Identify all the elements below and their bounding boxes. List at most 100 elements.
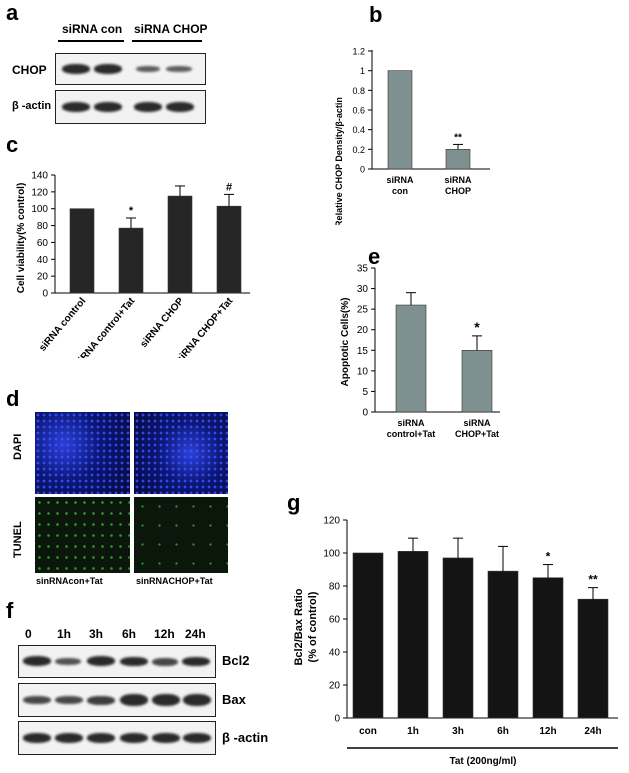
bar: [487, 570, 519, 719]
significance-label: *: [546, 550, 551, 564]
significance-label: *: [474, 319, 480, 335]
bar: [577, 598, 609, 719]
category-label: siRNA CHOP: [138, 296, 186, 350]
y-tick-label: 0.4: [352, 125, 365, 135]
y-tick-label: 40: [329, 648, 341, 659]
image-row-tunel: TUNEL: [12, 521, 24, 558]
category-label: con: [359, 726, 377, 737]
y-tick-label: 0.2: [352, 145, 365, 155]
blot-band: [87, 696, 115, 705]
category-label: 12h: [539, 726, 556, 737]
blot-f-bcl2-box: [18, 645, 216, 678]
y-tick-label: 80: [329, 582, 341, 593]
y-tick-label: 35: [357, 264, 369, 275]
y-tick-label: 40: [37, 255, 49, 266]
blot-a-actin-box: [55, 90, 206, 124]
category-label: 24h: [584, 726, 601, 737]
y-tick-label: 1: [360, 66, 365, 76]
category-label: siRNA: [386, 175, 414, 185]
blot-f-row-bax: Bax: [222, 692, 246, 707]
y-tick-label: 0: [360, 165, 365, 175]
bar: [69, 208, 95, 294]
chart-b-ylabel: Relative CHOP Density/β-actin: [334, 97, 344, 225]
significance-label: #: [226, 181, 232, 193]
y-tick-label: 20: [329, 681, 341, 692]
panel-label-d: d: [6, 386, 20, 411]
bar: [395, 304, 427, 413]
y-tick-label: 0.8: [352, 86, 365, 96]
tunel-image-control: [35, 497, 130, 573]
timepoint-label: 24h: [185, 627, 206, 641]
y-tick-label: 20: [37, 272, 49, 283]
y-tick-label: 60: [329, 615, 341, 626]
category-label: siRNA: [397, 418, 425, 428]
y-tick-label: 25: [357, 305, 369, 316]
chart-g: Bcl2/Bax Ratio (% of control) Tat (200ng…: [293, 516, 618, 767]
significance-label: **: [454, 132, 462, 143]
bar: [532, 577, 564, 719]
blot-band: [87, 656, 115, 666]
bar: [352, 552, 384, 719]
timepoint-label: 0: [25, 627, 32, 641]
y-tick-label: 0: [362, 408, 368, 419]
blot-band: [62, 64, 90, 74]
bar: [216, 205, 242, 294]
panel-label-c: c: [6, 132, 19, 157]
chart-c: Cell viability(% control) 0 20 40 60 80 100 12…: [16, 171, 250, 358]
chart-e: Apoptotic Cells(%) 0 5 10 15 20 25 30 35 * siRN…: [340, 264, 500, 439]
y-tick-label: 5: [362, 387, 368, 398]
blot-band: [182, 657, 210, 666]
bar: [461, 349, 493, 413]
blot-band: [23, 696, 51, 704]
y-tick-label: 20: [357, 325, 369, 336]
bar: [118, 227, 144, 294]
blot-band: [183, 733, 211, 743]
blot-band: [55, 733, 83, 743]
blot-band: [120, 694, 148, 706]
blot-band: [120, 657, 148, 666]
y-tick-label: 120: [323, 516, 340, 527]
category-label: 6h: [497, 726, 509, 737]
chart-c-ylabel: Cell viability(% control): [16, 183, 27, 294]
blot-a-row-chop: CHOP: [12, 63, 47, 77]
dapi-image-chop: [134, 412, 228, 494]
timepoint-label: 3h: [89, 627, 104, 641]
chart-g-xlabel: Tat (200ng/ml): [449, 756, 516, 767]
y-tick-label: 0: [42, 289, 48, 300]
header-underline-right: [132, 40, 202, 42]
blot-f-row-bcl2: Bcl2: [222, 653, 250, 668]
blot-band: [183, 694, 211, 706]
y-tick-label: 0.6: [352, 106, 365, 116]
blot-f-bax-box: [18, 683, 216, 717]
category-label: 1h: [407, 726, 419, 737]
blot-a-row-actin: β -actin: [12, 100, 52, 112]
blot-f-row-actin: β -actin: [222, 730, 269, 745]
blot-band: [136, 66, 160, 72]
blot-band: [94, 64, 122, 74]
image-col-chop: sinRNACHOP+Tat: [136, 576, 213, 586]
blot-f-actin-box: [18, 721, 216, 755]
bar: [445, 149, 471, 170]
blot-band: [87, 733, 115, 743]
y-tick-label: 120: [31, 187, 48, 198]
chart-e-ylabel: Apoptotic Cells(%): [340, 298, 351, 387]
y-tick-label: 30: [357, 284, 369, 295]
blot-band: [166, 66, 192, 72]
bar: [387, 70, 413, 170]
y-tick-label: 0: [334, 714, 340, 725]
y-tick-label: 100: [31, 204, 48, 215]
category-label: control+Tat: [387, 429, 436, 439]
y-tick-label: 10: [357, 366, 369, 377]
y-tick-label: 80: [37, 221, 49, 232]
category-label: siRNA control: [37, 296, 88, 354]
blot-band: [55, 696, 83, 704]
bar: [397, 551, 429, 719]
y-tick-label: 60: [37, 238, 49, 249]
blot-band: [23, 656, 51, 666]
blot-band: [23, 733, 51, 743]
panel-label-g: g: [287, 490, 301, 515]
tunel-image-chop: [134, 497, 228, 573]
blot-band: [152, 694, 180, 706]
blot-band: [62, 102, 90, 112]
y-tick-label: 1.2: [352, 47, 365, 57]
